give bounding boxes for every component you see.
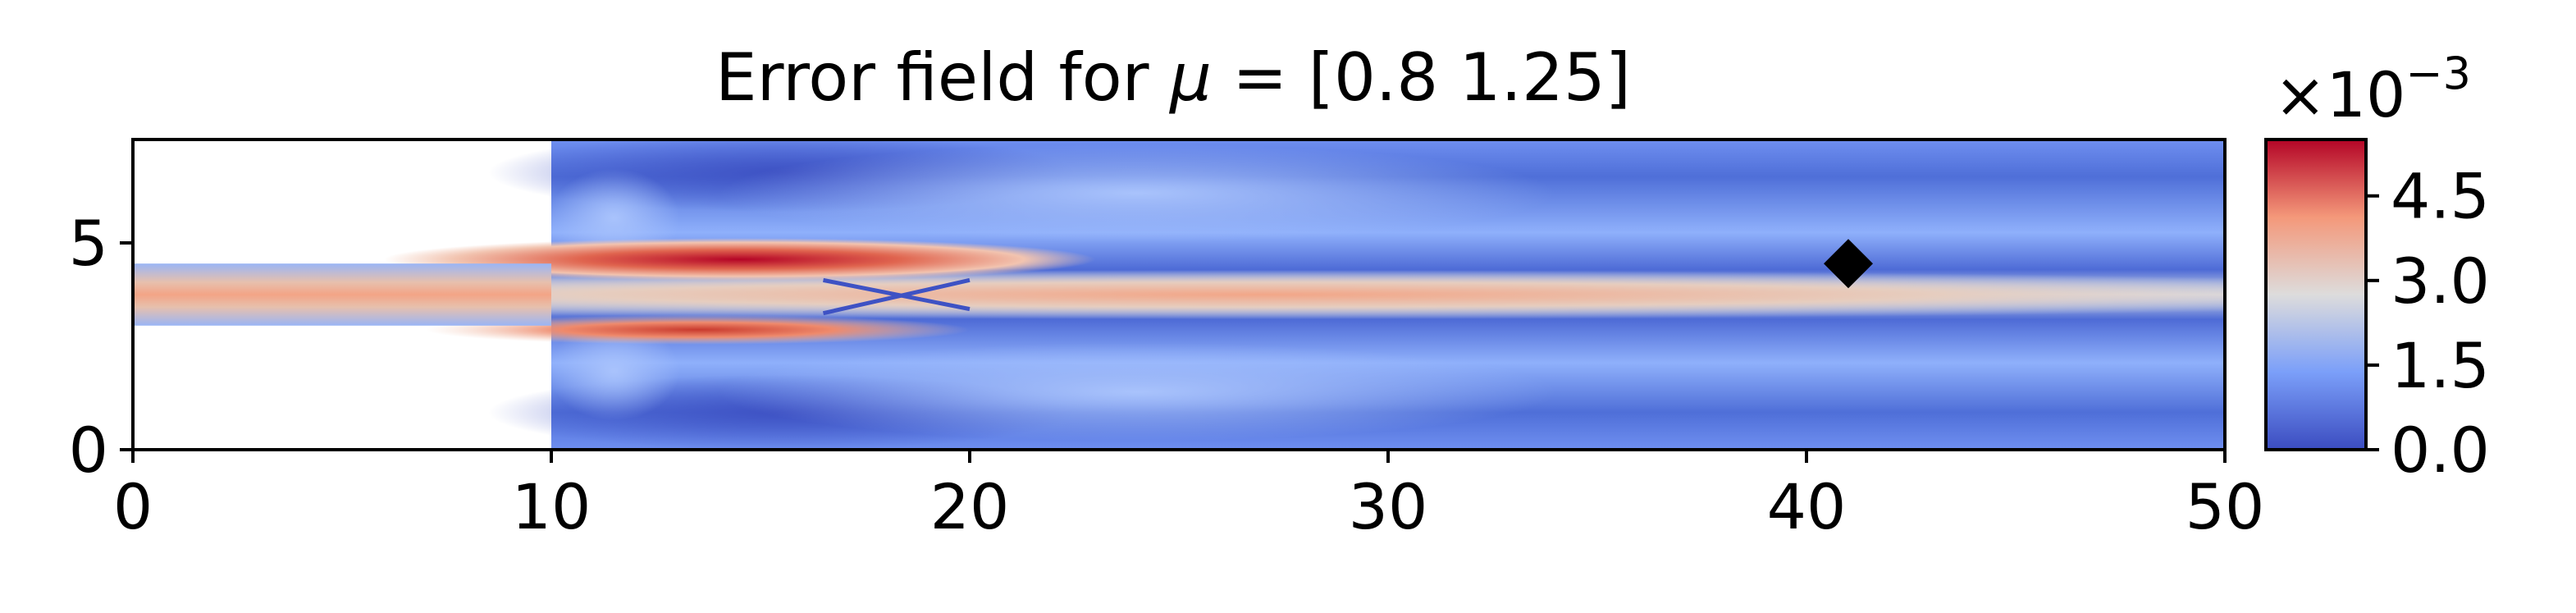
- x-tick-label: 40: [1767, 470, 1847, 543]
- mid-error-region: [548, 322, 680, 421]
- colorbar-tick-label: 1.5: [2391, 329, 2490, 402]
- mid-error-region: [719, 144, 1555, 243]
- probe-marker: [1824, 239, 1873, 289]
- x-tick-label: 10: [512, 470, 591, 543]
- colorbar-tick-label: 0.0: [2391, 414, 2490, 487]
- chart-title: Error field for μ = [0.8 1.25]: [715, 39, 1631, 116]
- colorbar-gradient: [2264, 138, 2368, 451]
- inlet-channel-field: [133, 263, 551, 326]
- x-tick-label: 50: [2185, 470, 2265, 543]
- y-tick-label: 5: [69, 207, 108, 280]
- colorbar-tick-label: 3.0: [2391, 245, 2490, 318]
- chart-title-symbol: μ: [1168, 39, 1212, 116]
- high-error-region: [426, 314, 970, 345]
- chart-title-prefix: Error field for: [715, 39, 1170, 116]
- colorbar-multiplier-exponent: −3: [2405, 48, 2471, 99]
- y-axis: 05: [69, 207, 133, 487]
- shear-line: [822, 277, 971, 316]
- colorbar-multiplier-base: ×10: [2274, 58, 2405, 131]
- colorbar-ticks: 0.0 1.5 3.0 4.5: [2366, 160, 2490, 487]
- x-tick-label: 30: [1349, 470, 1428, 543]
- mid-error-region: [719, 342, 1555, 441]
- x-tick-label: 0: [113, 470, 153, 543]
- axes-frame: [131, 138, 2227, 451]
- x-axis: 0 10 20 30 40 50: [113, 450, 2265, 543]
- chart-title-suffix: = [0.8 1.25]: [1212, 39, 1631, 116]
- error-field: [133, 140, 2225, 450]
- y-tick-label: 0: [69, 414, 108, 487]
- x-tick-label: 20: [930, 470, 1010, 543]
- colorbar-multiplier: ×10−3: [2274, 48, 2471, 131]
- high-error-region: [384, 238, 1095, 281]
- colorbar-tick-label: 4.5: [2391, 160, 2490, 233]
- jet-core-region: [133, 270, 2225, 319]
